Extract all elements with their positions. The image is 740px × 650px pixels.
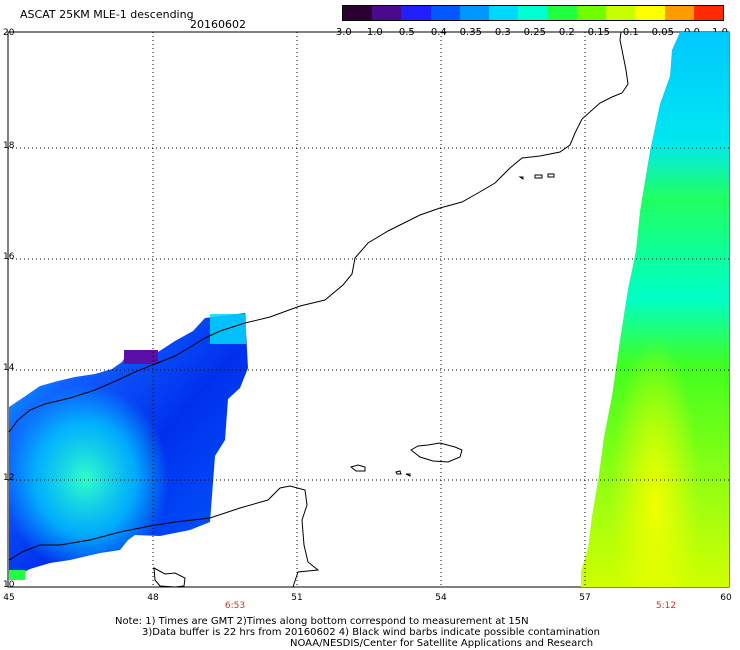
map-date: 20160602 [190, 18, 246, 31]
colorbar-cell [576, 6, 607, 20]
lon-label: 48 [147, 593, 159, 603]
colorbar-cell [664, 6, 694, 20]
colorbar-cell [606, 6, 636, 20]
graticule [8, 32, 729, 587]
colorbar-cell [693, 6, 724, 20]
lon-label: 54 [435, 593, 447, 603]
lat-label: 20 [3, 28, 15, 38]
colorbar-cell [489, 6, 519, 20]
lat-label: 10 [3, 580, 15, 590]
lon-label: 45 [3, 593, 15, 603]
colorbar-cell [547, 6, 577, 20]
footnote-line-1: Note: 1) Times are GMT 2)Times along bot… [115, 616, 529, 627]
colorbar-cell [459, 6, 490, 20]
lat-label: 18 [3, 141, 15, 151]
pass-time-east: 5:12 [655, 601, 677, 611]
pass-time-west: 6:53 [224, 601, 246, 611]
lat-label: 12 [3, 473, 15, 483]
colorbar-cell [635, 6, 665, 20]
lon-label: 57 [579, 593, 591, 603]
map-title: ASCAT 25KM MLE-1 descending [20, 8, 194, 21]
colorbar-cell [430, 6, 460, 20]
colorbar-cell [343, 6, 373, 20]
colorbar-cell [401, 6, 431, 20]
colorbar-cell [518, 6, 548, 20]
lon-label: 51 [291, 593, 303, 603]
lat-label: 14 [3, 363, 15, 373]
colorbar [342, 5, 724, 21]
lat-label: 16 [3, 252, 15, 262]
colorbar-cell [372, 6, 402, 20]
east-swath [581, 32, 729, 587]
footnote-credit: NOAA/NESDIS/Center for Satellite Applica… [290, 638, 594, 649]
coastline [8, 31, 629, 588]
lon-label: 60 [720, 593, 732, 603]
footnote-line-2: 3)Data buffer is 22 hrs from 20160602 4)… [142, 627, 600, 638]
west-swath [9, 313, 248, 580]
